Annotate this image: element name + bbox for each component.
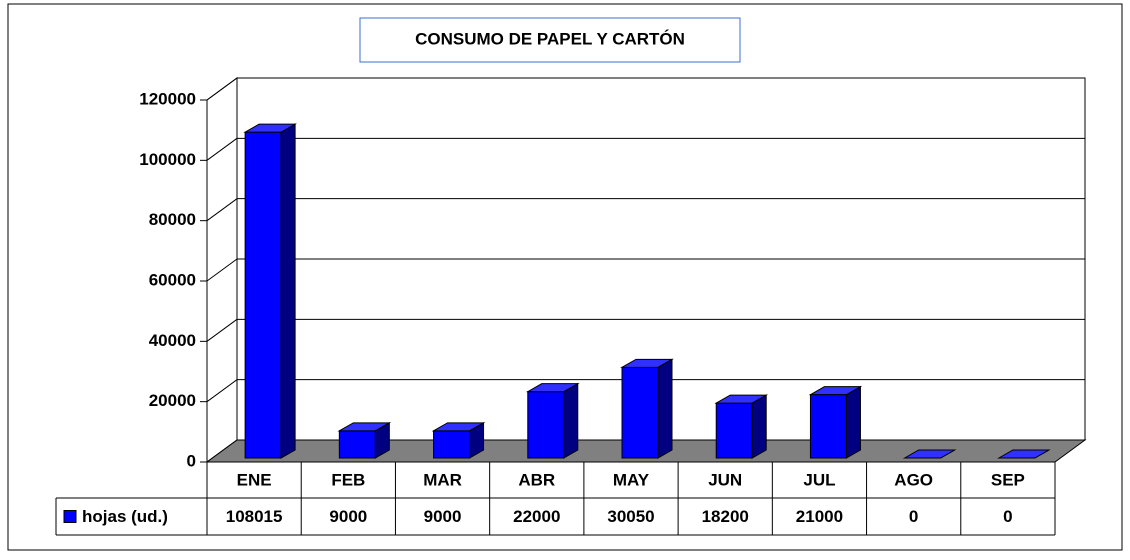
title-box — [359, 17, 741, 63]
bar — [714, 394, 769, 459]
y-tick-label: 120000 — [139, 89, 196, 108]
bar-front — [338, 430, 376, 459]
bar-top — [902, 449, 957, 459]
x-tick-label: MAY — [613, 470, 650, 489]
bar-top — [714, 394, 769, 404]
x-tick-label: JUL — [803, 470, 835, 489]
x-tick-label: ABR — [518, 470, 555, 489]
table-value: 21000 — [796, 507, 843, 526]
bar-front — [433, 430, 471, 459]
legend-label: hojas (ud.) — [82, 507, 168, 526]
bar — [431, 421, 486, 459]
table-value: 0 — [909, 507, 918, 526]
bar-side — [280, 123, 296, 459]
x-tick-label: AGO — [894, 470, 933, 489]
x-tick-label: SEP — [991, 470, 1025, 489]
grid-line — [206, 198, 238, 222]
grid-line — [206, 318, 238, 342]
table-value: 9000 — [424, 507, 462, 526]
y-tick-label: 60000 — [149, 270, 196, 289]
legend-swatch — [63, 510, 77, 523]
y-tick-label: 0 — [187, 451, 196, 470]
grid-line — [206, 379, 238, 403]
bar-top — [337, 422, 392, 432]
table-value: 22000 — [513, 507, 560, 526]
y-tick-label: 80000 — [149, 210, 196, 229]
y-tick-label: 100000 — [139, 150, 196, 169]
table-value: 108015 — [226, 507, 283, 526]
table-value: 9000 — [329, 507, 367, 526]
bar-top — [997, 449, 1051, 459]
x-tick-label: ENE — [237, 470, 272, 489]
bar — [525, 382, 580, 459]
bar — [997, 449, 1051, 459]
bar — [243, 123, 297, 459]
bar-top — [243, 123, 297, 133]
bar-top — [808, 386, 863, 396]
bar-side — [845, 385, 861, 459]
bar-top — [525, 383, 580, 393]
grid-line — [206, 77, 238, 101]
y-tick-label: 20000 — [149, 391, 196, 410]
bar-side — [657, 358, 673, 459]
table-value: 30050 — [607, 507, 654, 526]
bar — [337, 421, 392, 459]
x-tick-label: JUN — [708, 470, 742, 489]
x-tick-label: MAR — [423, 470, 462, 489]
x-tick-label: FEB — [331, 470, 365, 489]
table-value: 18200 — [702, 507, 749, 526]
bar-front — [244, 131, 282, 459]
bar-front — [809, 394, 847, 459]
chart-title: CONSUMO DE PAPEL Y CARTÓN — [415, 29, 685, 48]
bar-front — [621, 366, 659, 459]
bar-top — [431, 422, 486, 432]
bar — [808, 385, 863, 459]
y-tick-label: 40000 — [149, 331, 196, 350]
table-value: 0 — [1003, 507, 1012, 526]
bar-top — [620, 358, 674, 368]
bar-side — [751, 394, 767, 459]
grid-line — [206, 258, 238, 282]
bar — [620, 358, 674, 459]
bar-side — [563, 382, 579, 459]
bar-front — [715, 402, 753, 459]
bar — [902, 449, 957, 459]
bar-front — [527, 391, 565, 459]
grid-line — [206, 137, 238, 161]
